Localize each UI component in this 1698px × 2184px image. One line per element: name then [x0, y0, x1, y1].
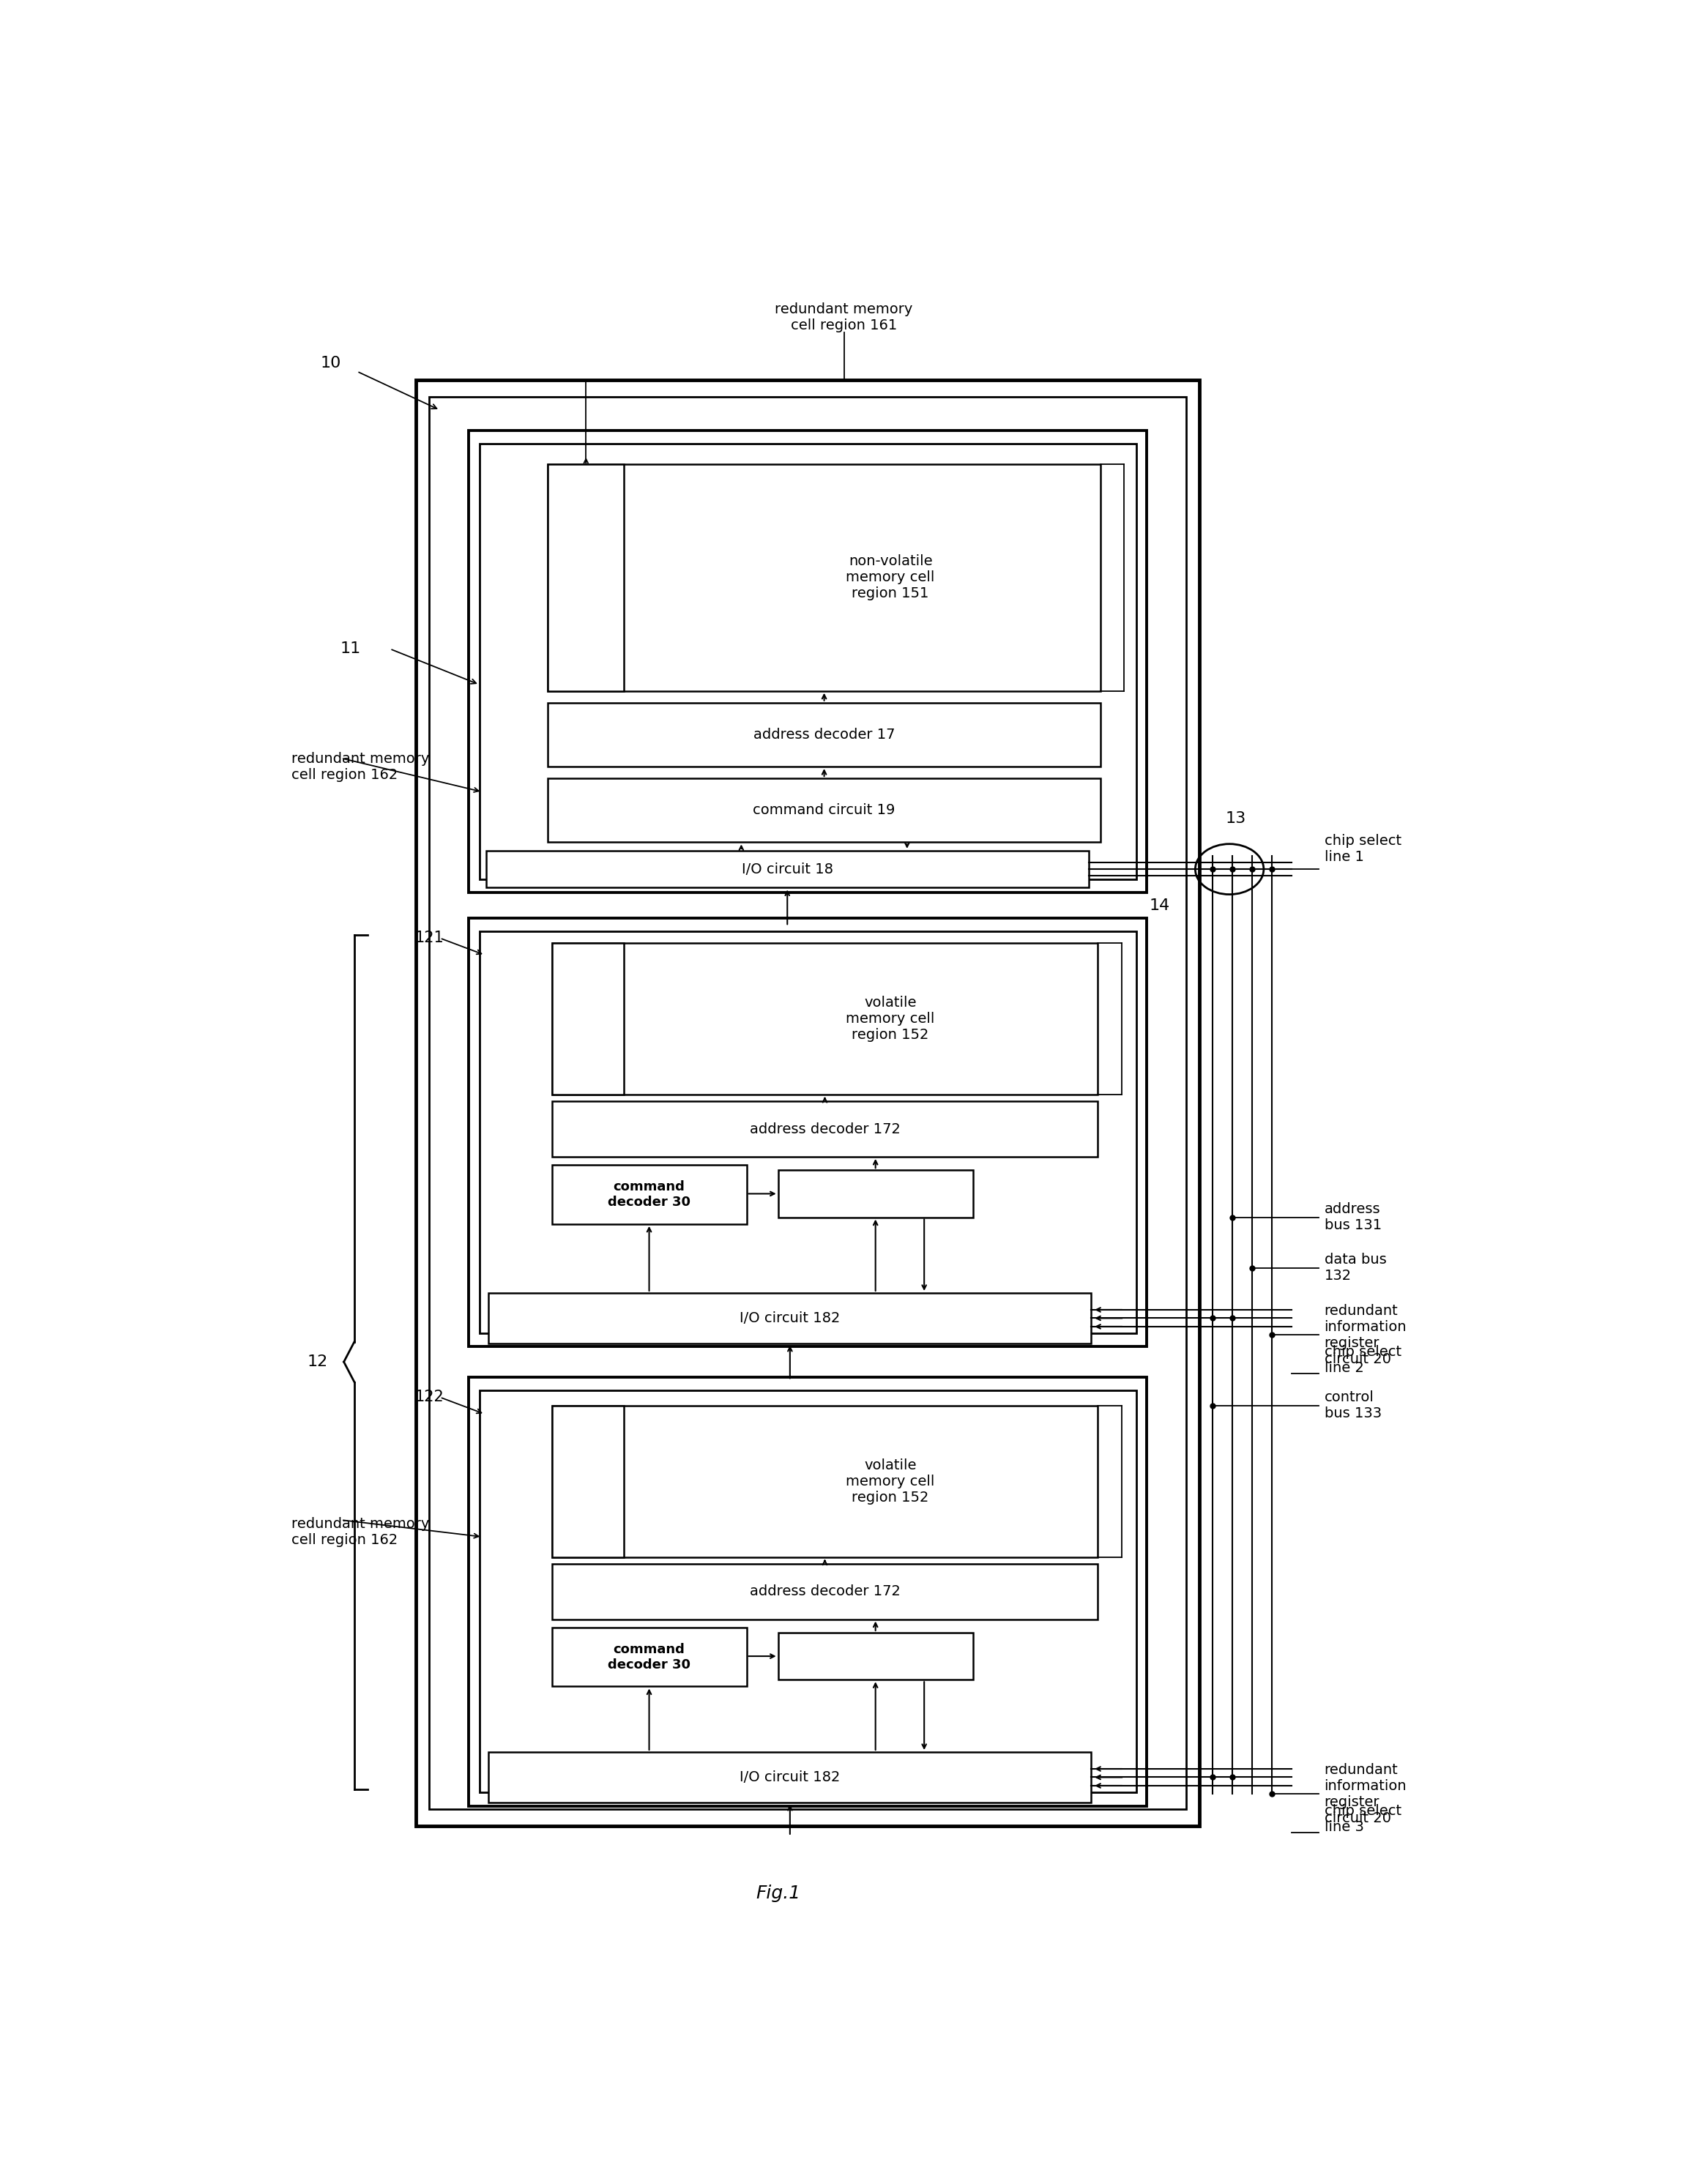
Bar: [552, 1164, 747, 1223]
Bar: [430, 397, 1185, 1808]
Text: address decoder 172: address decoder 172: [749, 1123, 900, 1136]
Text: 14: 14: [1150, 898, 1170, 913]
Bar: [548, 778, 1100, 843]
Text: chip select
line 3: chip select line 3: [1324, 1804, 1401, 1835]
Text: 122: 122: [414, 1389, 443, 1404]
Bar: [489, 1293, 1092, 1343]
Bar: [469, 430, 1146, 893]
Bar: [552, 1101, 1099, 1158]
Text: command
decoder 30: command decoder 30: [608, 1179, 691, 1208]
Text: volatile
memory cell
region 152: volatile memory cell region 152: [846, 996, 936, 1042]
Bar: [552, 943, 1099, 1094]
Text: Fig.1: Fig.1: [756, 1885, 800, 1902]
Text: address
bus 131: address bus 131: [1324, 1201, 1382, 1232]
Bar: [548, 703, 1100, 767]
Bar: [469, 917, 1146, 1348]
Text: redundant
information
register
circuit 20: redundant information register circuit 2…: [1324, 1304, 1406, 1367]
Bar: [469, 1378, 1146, 1806]
Text: control
bus 133: control bus 133: [1324, 1391, 1382, 1420]
Text: I/O circuit 182: I/O circuit 182: [740, 1771, 841, 1784]
Bar: [416, 380, 1199, 1826]
Bar: [548, 463, 1100, 690]
Bar: [552, 1564, 1099, 1618]
Text: chip select
line 1: chip select line 1: [1324, 834, 1401, 865]
Bar: [479, 443, 1136, 880]
Bar: [552, 1627, 747, 1686]
Bar: [778, 1634, 973, 1679]
Text: address decoder 172: address decoder 172: [749, 1586, 900, 1599]
Bar: [778, 1171, 973, 1216]
Bar: [552, 1406, 625, 1557]
Text: non-volatile
memory cell
region 151: non-volatile memory cell region 151: [846, 555, 936, 601]
Text: command circuit 19: command circuit 19: [752, 804, 895, 817]
Text: redundant memory
cell region 161: redundant memory cell region 161: [774, 304, 914, 332]
Text: 12: 12: [307, 1354, 328, 1369]
Text: 11: 11: [340, 642, 360, 655]
Text: redundant memory
cell region 162: redundant memory cell region 162: [292, 751, 430, 782]
Text: I/O circuit 18: I/O circuit 18: [742, 863, 834, 876]
Text: address decoder 17: address decoder 17: [754, 727, 895, 743]
Text: command
decoder 30: command decoder 30: [608, 1642, 691, 1671]
Text: chip select
line 2: chip select line 2: [1324, 1345, 1401, 1376]
Bar: [486, 850, 1088, 887]
Text: I/O circuit 182: I/O circuit 182: [740, 1310, 841, 1326]
Text: 10: 10: [321, 356, 341, 371]
Text: 13: 13: [1226, 812, 1246, 826]
Text: redundant
information
register
circuit 20: redundant information register circuit 2…: [1324, 1762, 1406, 1826]
Text: data bus
132: data bus 132: [1324, 1254, 1386, 1282]
Text: 121: 121: [414, 930, 443, 946]
Bar: [548, 463, 625, 690]
Text: volatile
memory cell
region 152: volatile memory cell region 152: [846, 1459, 936, 1505]
Bar: [489, 1752, 1092, 1802]
Bar: [552, 1406, 1099, 1557]
Bar: [552, 943, 625, 1094]
Bar: [479, 1391, 1136, 1793]
Bar: [479, 930, 1136, 1332]
Text: redundant memory
cell region 162: redundant memory cell region 162: [292, 1516, 430, 1546]
